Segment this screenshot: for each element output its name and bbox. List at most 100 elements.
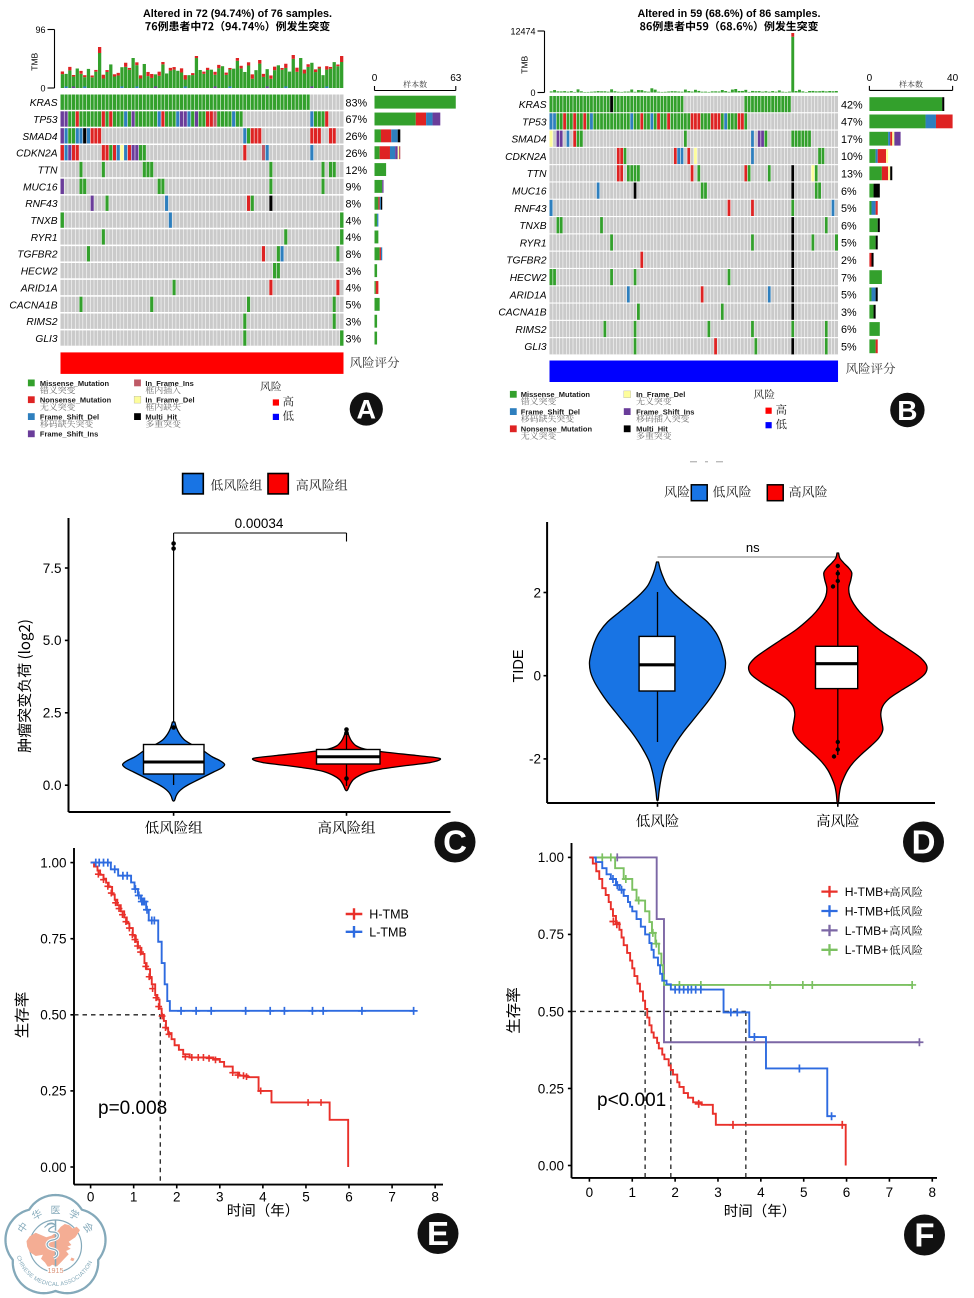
svg-text:42%: 42% (841, 99, 863, 111)
svg-text:Multi_Hit: Multi_Hit (145, 413, 177, 422)
svg-text:0.25: 0.25 (538, 1081, 564, 1096)
svg-text:Frame_Shift_Del: Frame_Shift_Del (521, 408, 580, 417)
svg-text:HECW2: HECW2 (510, 273, 547, 284)
svg-text:In_Frame_Del: In_Frame_Del (636, 390, 685, 399)
svg-text:1: 1 (130, 1190, 138, 1205)
svg-text:RYR1: RYR1 (31, 233, 58, 244)
svg-text:KRAS: KRAS (30, 98, 58, 109)
svg-text:SMAD4: SMAD4 (22, 132, 57, 143)
svg-text:5%: 5% (841, 342, 857, 354)
svg-text:0.00034: 0.00034 (235, 516, 284, 531)
svg-text:ns: ns (746, 540, 760, 555)
svg-text:8: 8 (929, 1185, 937, 1200)
svg-text:9%: 9% (346, 182, 362, 194)
svg-text:CDKN2A: CDKN2A (16, 149, 58, 160)
svg-text:4%: 4% (346, 215, 362, 227)
svg-text:TMB: TMB (30, 52, 40, 70)
svg-text:0.25: 0.25 (40, 1084, 66, 1099)
svg-text:TIDE: TIDE (511, 649, 527, 682)
svg-text:MUC16: MUC16 (23, 182, 58, 193)
svg-text:TTN: TTN (527, 169, 547, 180)
svg-text:5%: 5% (841, 290, 857, 302)
svg-text:B: B (897, 395, 917, 426)
svg-text:Frame_Shift_Del: Frame_Shift_Del (40, 413, 99, 422)
svg-text:83%: 83% (346, 97, 368, 109)
svg-text:2.5: 2.5 (43, 706, 62, 721)
svg-text:Multi_Hit: Multi_Hit (636, 425, 668, 434)
svg-text:5.0: 5.0 (43, 633, 62, 648)
svg-text:0: 0 (867, 73, 873, 84)
svg-text:0.00: 0.00 (538, 1158, 564, 1173)
svg-text:A: A (357, 395, 377, 425)
svg-text:6%: 6% (841, 220, 857, 232)
svg-text:7.5: 7.5 (43, 561, 62, 576)
svg-text:ARID1A: ARID1A (20, 283, 58, 294)
svg-text:In_Frame_Ins: In_Frame_Ins (145, 379, 193, 388)
svg-text:RNF43: RNF43 (25, 199, 58, 210)
svg-text:0.50: 0.50 (538, 1004, 564, 1019)
svg-text:12%: 12% (346, 165, 368, 177)
svg-text:1915: 1915 (48, 1266, 64, 1275)
svg-text:L-TMB+: L-TMB+ (845, 924, 889, 938)
svg-text:5: 5 (800, 1185, 808, 1200)
svg-text:6: 6 (843, 1185, 851, 1200)
svg-text:0.00: 0.00 (40, 1160, 66, 1175)
svg-text:RIMS2: RIMS2 (515, 325, 546, 336)
svg-text:TNXB: TNXB (519, 221, 546, 232)
svg-text:CACNA1B: CACNA1B (9, 300, 57, 311)
svg-text:2: 2 (533, 585, 541, 600)
svg-text:H-TMB: H-TMB (369, 908, 409, 922)
svg-text:0: 0 (586, 1185, 594, 1200)
svg-text:4%: 4% (346, 283, 362, 295)
svg-text:5%: 5% (841, 238, 857, 250)
svg-text:1.00: 1.00 (538, 850, 564, 865)
svg-text:6: 6 (345, 1190, 353, 1205)
svg-text:Frame_Shift_Ins: Frame_Shift_Ins (636, 408, 694, 417)
svg-text:1.00: 1.00 (40, 855, 66, 870)
svg-text:F: F (914, 1217, 934, 1254)
svg-text:4: 4 (259, 1190, 267, 1205)
svg-text:13%: 13% (841, 169, 863, 181)
svg-text:7: 7 (388, 1190, 396, 1205)
svg-text:KRAS: KRAS (519, 100, 547, 111)
svg-text:TP53: TP53 (522, 117, 547, 128)
svg-text:MUC16: MUC16 (512, 187, 547, 198)
svg-text:SMAD4: SMAD4 (511, 135, 546, 146)
svg-text:3%: 3% (346, 266, 362, 278)
svg-text:26%: 26% (346, 131, 368, 143)
svg-text:2: 2 (173, 1190, 181, 1205)
svg-text:In_Frame_Del: In_Frame_Del (145, 396, 194, 405)
svg-text:0.50: 0.50 (40, 1008, 66, 1023)
svg-text:p<0.001: p<0.001 (597, 1090, 666, 1111)
svg-text:RNF43: RNF43 (514, 204, 547, 215)
svg-text:17%: 17% (841, 134, 863, 146)
svg-text:1: 1 (629, 1185, 637, 1200)
svg-text:63: 63 (450, 73, 462, 84)
svg-text:0: 0 (533, 669, 541, 684)
svg-text:6%: 6% (841, 324, 857, 336)
svg-text:ARID1A: ARID1A (509, 290, 547, 301)
svg-text:L-TMB+: L-TMB+ (845, 943, 889, 957)
svg-text:2%: 2% (841, 255, 857, 267)
svg-text:7: 7 (886, 1185, 894, 1200)
svg-text:3: 3 (714, 1185, 722, 1200)
svg-text:47%: 47% (841, 117, 863, 129)
svg-text:GLI3: GLI3 (524, 342, 546, 353)
svg-text:0.75: 0.75 (538, 927, 564, 942)
svg-text:TNXB: TNXB (30, 216, 57, 227)
svg-text:TMB: TMB (520, 55, 530, 73)
svg-text:H-TMB+: H-TMB+ (845, 885, 891, 899)
svg-text:3: 3 (216, 1190, 224, 1205)
svg-text:6%: 6% (841, 186, 857, 198)
svg-text:CDKN2A: CDKN2A (505, 152, 547, 163)
svg-text:TP53: TP53 (33, 115, 58, 126)
svg-text:4: 4 (757, 1185, 765, 1200)
svg-text:5%: 5% (841, 203, 857, 215)
svg-text:Missense_Mutation: Missense_Mutation (40, 379, 110, 388)
svg-text:GLI3: GLI3 (35, 334, 57, 345)
svg-text:0.75: 0.75 (40, 932, 66, 947)
svg-text:8%: 8% (346, 249, 362, 261)
svg-text:5: 5 (302, 1190, 310, 1205)
svg-text:L-TMB: L-TMB (369, 926, 407, 940)
svg-text:TGFBR2: TGFBR2 (17, 250, 58, 261)
